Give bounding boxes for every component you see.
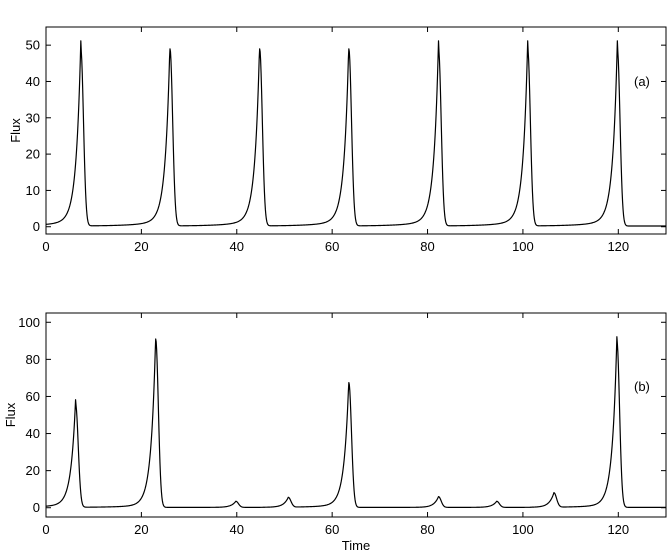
y-tick-label: 100: [18, 315, 40, 330]
x-tick-label: 20: [134, 239, 148, 254]
x-tick-label: 120: [607, 239, 629, 254]
y-tick-label: 10: [26, 183, 40, 198]
y-tick-label: 40: [26, 74, 40, 89]
plot-frame: [45, 26, 667, 235]
y-tick-label: 80: [26, 352, 40, 367]
x-tick-label: 40: [230, 239, 244, 254]
chart-panel-a: 0 20 40 60 80 100 120 0 10 20 30 40 50 Flux (a): [8, 26, 667, 254]
y-tick-label: 60: [26, 389, 40, 404]
flux-series-line: [45, 336, 667, 508]
y-tick-label: 0: [33, 500, 40, 515]
plot-frame: [45, 312, 667, 518]
panel-label: (b): [634, 379, 650, 394]
y-tick-label: 0: [33, 219, 40, 234]
flux-series-line: [45, 40, 667, 227]
x-tick-label: 60: [325, 239, 339, 254]
x-tick-label: 80: [420, 239, 434, 254]
x-tick-label: 60: [325, 522, 339, 537]
y-tick-label: 50: [26, 38, 40, 53]
y-tick-label: 30: [26, 110, 40, 125]
x-tick-label: 100: [512, 239, 534, 254]
x-tick-label: 100: [512, 522, 534, 537]
chart-panel-b: 0 20 40 60 80 100 120 0 20 40 60 80 100 Flux Time (b): [3, 312, 667, 553]
y-axis-label: Flux: [3, 402, 18, 427]
y-tick-label: 20: [26, 147, 40, 162]
x-tick-label: 20: [134, 522, 148, 537]
y-tick-label: 20: [26, 463, 40, 478]
y-axis-label: Flux: [8, 118, 23, 143]
x-tick-label: 0: [42, 522, 49, 537]
x-tick-label: 0: [42, 239, 49, 254]
x-tick-label: 120: [607, 522, 629, 537]
x-axis-label: Time: [342, 538, 370, 553]
x-tick-label: 40: [230, 522, 244, 537]
panel-label: (a): [634, 74, 650, 89]
y-tick-label: 40: [26, 426, 40, 441]
x-tick-label: 80: [420, 522, 434, 537]
